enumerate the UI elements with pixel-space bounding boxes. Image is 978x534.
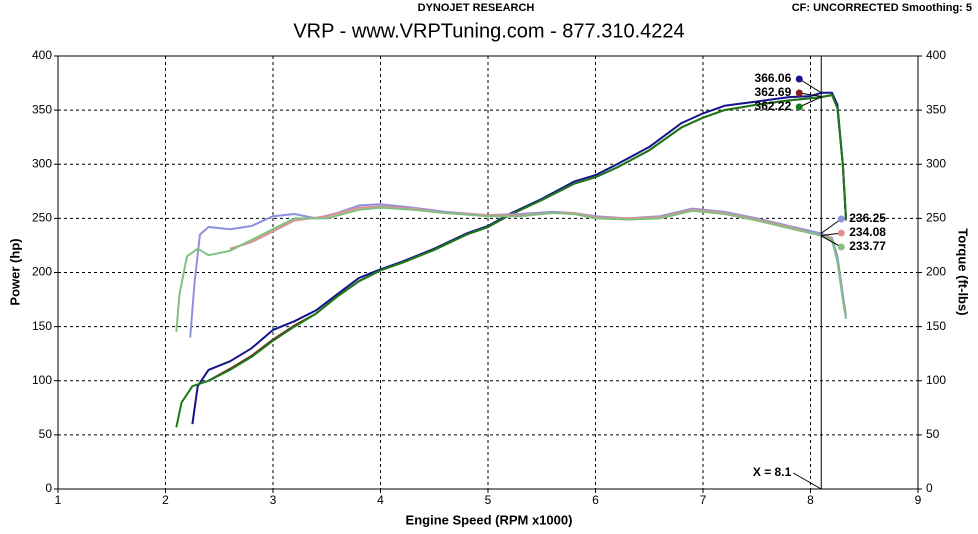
- readout-dot: [795, 89, 803, 97]
- readout-value: 236.25: [849, 211, 886, 225]
- header-left: DYNOJET RESEARCH: [418, 2, 535, 14]
- readout-dot: [837, 215, 845, 223]
- cursor-leader: [793, 472, 822, 490]
- readout-leader: [799, 92, 822, 97]
- chart-title: VRP - www.VRPTuning.com - 877.310.4224: [293, 20, 684, 42]
- readout-value: 366.06: [755, 71, 792, 85]
- x-tick-label: 4: [377, 493, 384, 507]
- y-tick-label: 100: [32, 373, 52, 387]
- readout-leader: [820, 218, 842, 234]
- x-tick-label: 7: [700, 493, 707, 507]
- readout-dot: [837, 229, 845, 237]
- y2-tick-label: 250: [926, 211, 946, 225]
- y2-tick-label: 0: [926, 481, 933, 495]
- y2-tick-label: 50: [926, 427, 940, 441]
- y2-tick-label: 350: [926, 102, 946, 116]
- x-tick-label: 1: [55, 493, 62, 507]
- y2-axis-label: Torque (ft-lbs): [956, 228, 971, 315]
- y-tick-label: 50: [39, 427, 53, 441]
- readout-value: 233.77: [849, 239, 886, 253]
- x-tick-label: 9: [915, 493, 922, 507]
- readout-dot: [795, 75, 803, 83]
- readout-dot: [837, 243, 845, 251]
- y-tick-label: 250: [32, 211, 52, 225]
- x-tick-label: 6: [592, 493, 599, 507]
- x-tick-label: 3: [270, 493, 277, 507]
- series-line: [175, 206, 847, 333]
- y-tick-label: 350: [32, 102, 52, 116]
- y2-tick-label: 150: [926, 319, 946, 333]
- y-tick-label: 150: [32, 319, 52, 333]
- readout-value: 234.08: [849, 225, 886, 239]
- readout-value: 362.69: [755, 85, 792, 99]
- x-tick-label: 8: [807, 493, 814, 507]
- x-tick-label: 2: [162, 493, 169, 507]
- x-axis-label: Engine Speed (RPM x1000): [406, 512, 573, 527]
- cursor-label: X = 8.1: [753, 465, 792, 479]
- x-tick-label: 5: [485, 493, 492, 507]
- y-tick-label: 400: [32, 48, 52, 62]
- y-axis-label: Power (hp): [7, 238, 22, 305]
- header-right: CF: UNCORRECTED Smoothing: 5: [792, 2, 972, 14]
- y2-tick-label: 300: [926, 156, 946, 170]
- y-tick-label: 300: [32, 156, 52, 170]
- readout-leader: [799, 96, 822, 108]
- y2-tick-label: 100: [926, 373, 946, 387]
- readout-dot: [795, 103, 803, 111]
- y2-tick-label: 400: [926, 48, 946, 62]
- y-tick-label: 0: [45, 481, 52, 495]
- readout-value: 362.22: [755, 99, 792, 113]
- readout-leader: [798, 78, 822, 94]
- y-tick-label: 200: [32, 265, 52, 279]
- readout-leader: [821, 235, 842, 248]
- y2-tick-label: 200: [926, 265, 946, 279]
